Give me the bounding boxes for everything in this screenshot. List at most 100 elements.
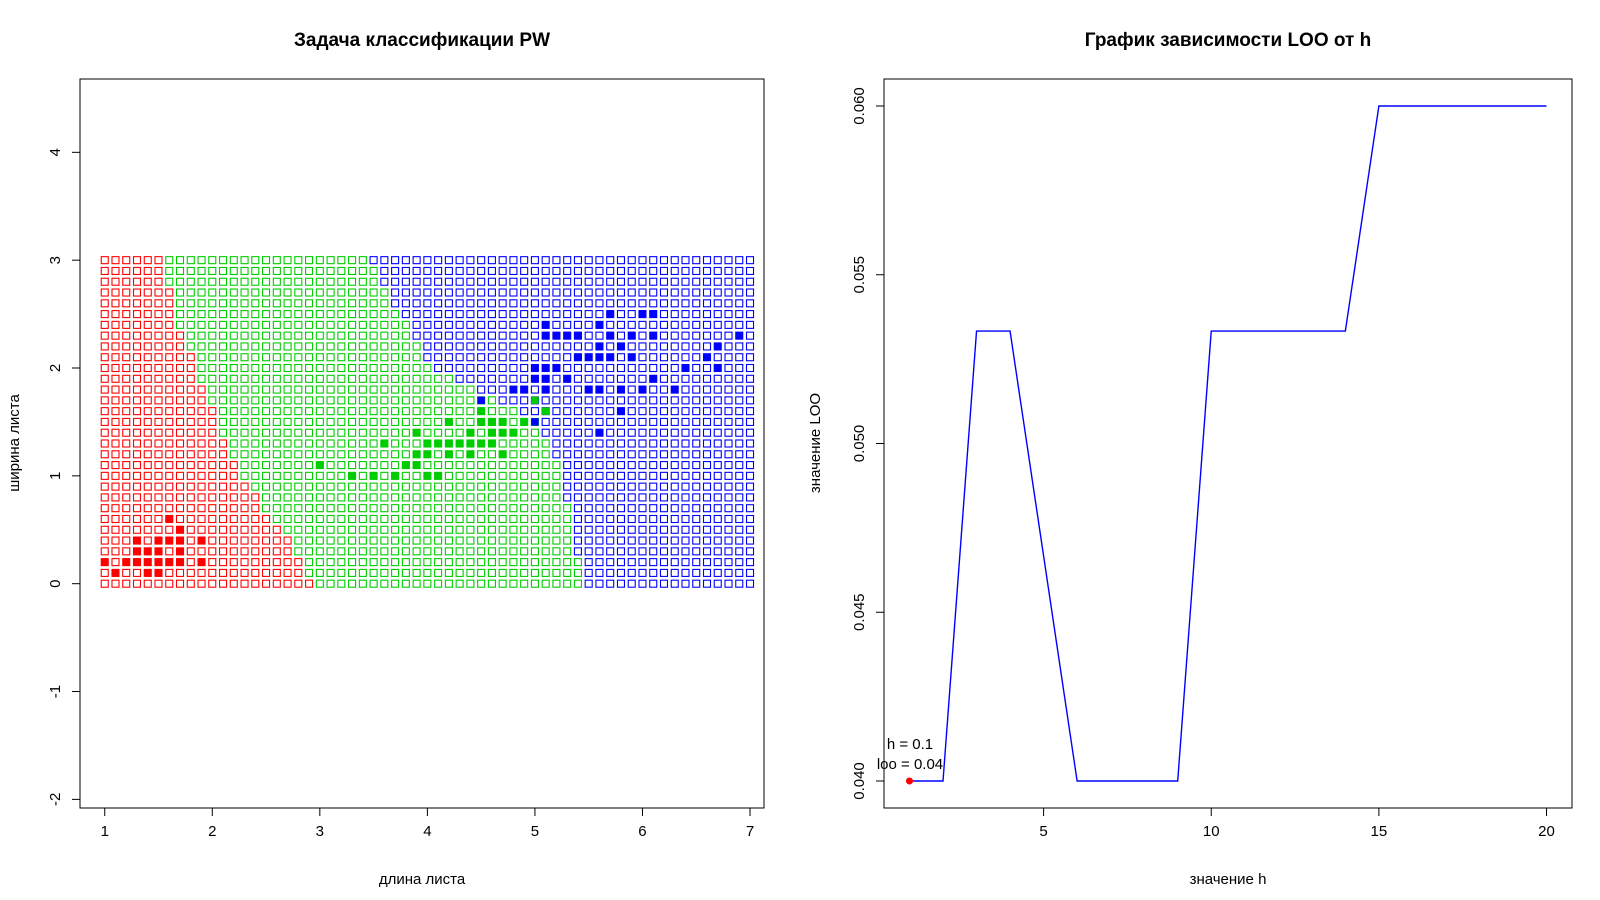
map-cell: [466, 471, 475, 480]
map-cell: [509, 471, 518, 480]
training-points: [100, 310, 744, 577]
map-cell: [175, 482, 185, 491]
map-cell: [735, 407, 744, 416]
map-cell: [627, 288, 636, 297]
map-cell: [735, 568, 744, 577]
training-point-versicolor: [369, 472, 378, 480]
map-cell: [606, 514, 615, 524]
map-cell: [315, 504, 324, 513]
map-cell: [520, 331, 529, 340]
map-cell: [111, 417, 120, 426]
map-cell: [702, 277, 712, 286]
map-cell: [541, 450, 550, 459]
map-cell: [595, 514, 604, 524]
map-cell: [283, 514, 292, 524]
map-cell: [702, 450, 712, 459]
map-cell: [111, 363, 120, 373]
map-cell: [186, 417, 195, 426]
map-cell: [380, 374, 389, 383]
map-cell: [745, 428, 755, 437]
map-cell: [584, 504, 593, 513]
map-cell: [670, 374, 679, 383]
training-point-versicolor: [412, 461, 421, 469]
training-point-versicolor: [466, 428, 475, 437]
map-cell: [337, 568, 346, 577]
map-cell: [369, 493, 378, 502]
map-cell: [584, 417, 593, 426]
map-cell: [186, 288, 195, 297]
map-cell: [315, 579, 324, 588]
map-cell: [229, 461, 238, 470]
map-cell: [294, 482, 303, 491]
map-cell: [165, 374, 174, 383]
map-cell: [520, 256, 529, 265]
map-cell: [606, 256, 615, 265]
training-point-virginica: [617, 385, 625, 394]
map-cell: [745, 299, 755, 308]
right-plot-frame: [883, 78, 1573, 809]
map-cell: [326, 579, 335, 588]
map-cell: [713, 471, 722, 480]
map-cell: [229, 525, 238, 534]
map-cell: [154, 579, 163, 588]
map-cell: [154, 299, 163, 308]
map-cell: [283, 568, 292, 577]
map-cell: [294, 461, 303, 470]
map-cell: [595, 482, 604, 491]
map-cell: [681, 461, 690, 470]
map-cell: [412, 579, 421, 588]
map-cell: [444, 558, 453, 567]
map-cell: [229, 547, 238, 556]
map-cell: [283, 525, 292, 534]
map-cell: [498, 504, 507, 513]
map-cell: [563, 342, 572, 351]
map-cell: [165, 417, 174, 426]
map-cell: [262, 579, 271, 588]
map-cell: [659, 428, 669, 437]
map-cell: [251, 450, 260, 459]
map-cell: [305, 331, 314, 340]
map-cell: [735, 514, 744, 524]
map-cell: [262, 558, 271, 567]
map-cell: [369, 299, 378, 308]
map-cell: [563, 482, 572, 491]
map-cell: [670, 342, 679, 351]
map-cell: [659, 471, 669, 480]
map-cell: [498, 514, 507, 524]
map-cell: [154, 342, 163, 351]
training-point-setosa: [154, 536, 163, 545]
map-cell: [713, 256, 722, 265]
map-cell: [606, 493, 615, 502]
map-cell: [358, 256, 367, 265]
map-cell: [466, 525, 475, 534]
map-cell: [229, 299, 238, 308]
map-cell: [681, 310, 690, 319]
map-cell: [638, 579, 647, 588]
map-cell: [132, 299, 142, 308]
map-cell: [240, 417, 249, 426]
map-cell: [455, 514, 464, 524]
map-cell: [186, 579, 195, 588]
map-cell: [412, 310, 421, 319]
map-cell: [197, 363, 206, 373]
map-cell: [509, 396, 518, 405]
map-cell: [509, 407, 518, 416]
map-cell: [326, 428, 335, 437]
map-cell: [315, 493, 324, 502]
map-cell: [563, 363, 572, 373]
map-cell: [262, 342, 271, 351]
map-cell: [606, 536, 615, 545]
map-cell: [315, 514, 324, 524]
map-cell: [498, 558, 507, 567]
map-cell: [627, 320, 636, 329]
map-cell: [380, 363, 389, 373]
map-cell: [584, 407, 593, 416]
map-cell: [240, 299, 249, 308]
map-cell: [240, 514, 249, 524]
map-cell: [100, 428, 109, 437]
map-cell: [649, 342, 658, 351]
map-cell: [530, 428, 539, 437]
map-cell: [735, 547, 744, 556]
map-cell: [348, 256, 357, 265]
map-cell: [455, 461, 464, 470]
